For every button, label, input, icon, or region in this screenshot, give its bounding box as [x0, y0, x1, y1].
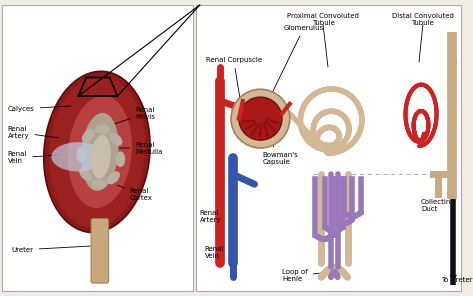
Text: Collecting
Duct: Collecting Duct [421, 189, 455, 212]
Ellipse shape [109, 133, 123, 146]
Ellipse shape [52, 142, 105, 171]
Ellipse shape [91, 179, 107, 189]
Text: Bowman's
Capsule: Bowman's Capsule [263, 143, 298, 165]
Ellipse shape [91, 135, 111, 179]
Text: Glomerulus: Glomerulus [266, 25, 324, 104]
Text: Calyces: Calyces [8, 106, 70, 112]
Text: Proximal Convoluted
Tubule: Proximal Convoluted Tubule [287, 13, 359, 26]
Ellipse shape [81, 113, 119, 191]
Ellipse shape [95, 125, 110, 134]
Text: To Ureter: To Ureter [441, 277, 473, 283]
Text: Loop of
Henle: Loop of Henle [282, 269, 325, 282]
Bar [2, 5, 193, 291]
Text: Renal
Vein: Renal Vein [205, 246, 224, 259]
Bar [196, 5, 461, 291]
Ellipse shape [107, 171, 120, 184]
Text: Renal
Artery: Renal Artery [8, 126, 58, 139]
Text: Ureter: Ureter [12, 246, 90, 253]
Text: Distal Convoluted
Tubule: Distal Convoluted Tubule [392, 13, 454, 26]
Text: Renal
Pelvis: Renal Pelvis [112, 107, 155, 125]
Ellipse shape [79, 168, 92, 181]
Text: Renal
Medulla: Renal Medulla [118, 141, 162, 155]
Ellipse shape [44, 71, 150, 232]
Ellipse shape [115, 151, 125, 167]
Ellipse shape [77, 147, 86, 162]
Text: Renal Corpuscle: Renal Corpuscle [206, 57, 262, 131]
Ellipse shape [82, 129, 95, 142]
FancyBboxPatch shape [91, 218, 109, 283]
Text: Renal
Cortex: Renal Cortex [117, 185, 152, 200]
Ellipse shape [68, 96, 132, 208]
Text: Renal
Artery: Renal Artery [200, 210, 221, 223]
Circle shape [239, 97, 282, 140]
Circle shape [231, 89, 290, 148]
Text: Renal
Vein: Renal Vein [8, 151, 58, 164]
Ellipse shape [49, 76, 145, 228]
